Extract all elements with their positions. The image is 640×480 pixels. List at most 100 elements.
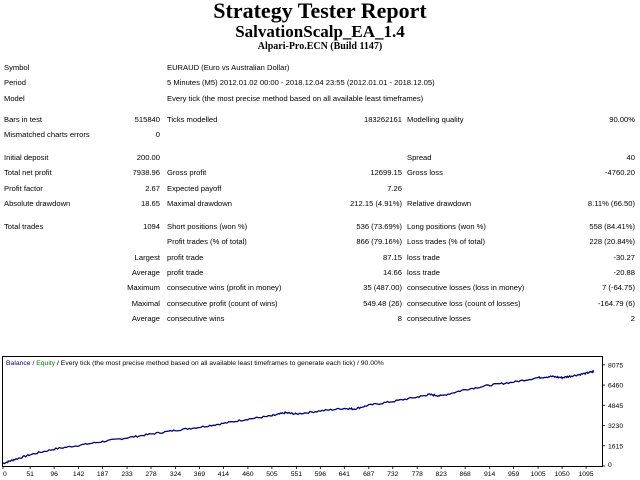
mxl-cl-value: -164.79 (6)	[597, 299, 635, 308]
max-cw-value: 35 (487.00)	[363, 283, 402, 292]
avg-cl-label: consecutive losses	[407, 314, 471, 323]
x-tick-label: 414	[218, 471, 230, 478]
x-tick-label: 505	[266, 471, 278, 478]
x-tick-label: 823	[436, 471, 448, 478]
reldd-value: 8.11% (66.50)	[587, 199, 635, 208]
largest-label: Largest	[134, 253, 160, 262]
symbol-label: Symbol	[4, 63, 30, 72]
chart-legend: Balance / Equity / Every tick (the most …	[6, 360, 384, 367]
x-tick-labels: 0 51 96 142 187 233 278 324 369 414 460 505 551 596 64…	[3, 471, 594, 478]
balance-series-line	[2, 370, 595, 465]
grossloss-label: Gross loss	[407, 168, 443, 177]
x-tick-label: 96	[50, 471, 58, 478]
legend-balance: Balance	[6, 360, 31, 367]
x-tick-label: 868	[459, 471, 471, 478]
spread-value: 40	[626, 153, 635, 162]
trades-value: 1094	[143, 222, 160, 231]
largest-lt-value: -30.27	[613, 253, 635, 262]
x-tick-label: 1095	[578, 471, 593, 478]
y-tick-labels: 8075 6460 4845 3230 1615 0	[608, 362, 623, 469]
mxl-cl-label: consecutive loss (count of losses)	[407, 299, 521, 308]
quality-value: 90.00%	[609, 115, 635, 124]
mismatch-value: 0	[155, 130, 160, 139]
payoff-label: Expected payoff	[167, 184, 222, 193]
payoff-value: 7.26	[387, 184, 402, 193]
largest-pt-value: 87.15	[382, 253, 402, 262]
deposit-label: Initial deposit	[4, 153, 49, 162]
mismatch-label: Mismatched charts errors	[4, 130, 90, 139]
x-tick-label: 687	[363, 471, 375, 478]
long-label: Long positions (won %)	[407, 222, 486, 231]
legend-equity: Equity	[36, 360, 55, 367]
y-tick-label: 3230	[608, 423, 623, 430]
maxdd-label: Maximal drawdown	[167, 199, 232, 208]
pf-value: 2.67	[145, 184, 160, 193]
absdd-label: Absolute drawdown	[4, 199, 71, 208]
max-cl-value: 7 (-64.75)	[602, 283, 635, 292]
x-tick-label: 596	[315, 471, 327, 478]
netprofit-value: 7938.96	[132, 168, 160, 177]
average-pt-label: profit trade	[167, 268, 204, 277]
avg-cw-label: consecutive wins	[167, 314, 225, 323]
quality-label: Modelling quality	[407, 115, 464, 124]
x-tick-label: 1050	[555, 471, 570, 478]
y-tick-label: 6460	[608, 383, 623, 390]
maximum-label: Maximum	[127, 283, 160, 292]
plot-frame	[2, 356, 603, 467]
server-build: Alpari-Pro.ECN (Build 1147)	[257, 41, 383, 52]
average-lt-label: loss trade	[407, 268, 440, 277]
ptrades-label: Profit trades (% of total)	[167, 237, 247, 246]
deposit-value: 200.00	[136, 153, 160, 162]
absdd-value: 18.65	[140, 199, 160, 208]
legend-description: / Every tick (the most precise method ba…	[55, 360, 384, 367]
x-tick-label: 51	[26, 471, 34, 478]
x-tick-label: 1005	[531, 471, 546, 478]
y-tick-label: 4845	[608, 403, 623, 410]
maxdd-value: 212.15 (4.91%)	[350, 199, 402, 208]
ltrades-value: 228 (20.84%)	[589, 237, 635, 246]
grossprofit-value: 12699.15	[370, 168, 402, 177]
report-title: Strategy Tester Report	[213, 0, 427, 23]
max-cl-label: consecutive losses (loss in money)	[407, 283, 525, 292]
period-value: 5 Minutes (M5) 2012.01.02 00:00 - 2018.1…	[167, 78, 435, 87]
x-tick-label: 233	[121, 471, 133, 478]
grossprofit-label: Gross profit	[167, 168, 207, 177]
ptrades-value: 866 (79.16%)	[356, 237, 402, 246]
x-tick-label: 551	[291, 471, 303, 478]
balance-chart: 0 51 96 142 187 233 278 324 369 414 460 505 551 596 64…	[2, 356, 638, 480]
x-tick-label: 187	[97, 471, 109, 478]
max-cw-label: consecutive wins (profit in money)	[167, 283, 282, 292]
x-tick-label: 324	[170, 471, 182, 478]
ticks-value: 183262161	[363, 115, 402, 124]
x-tick-label: 914	[484, 471, 496, 478]
x-tick-label: 959	[508, 471, 520, 478]
grossloss-value: -4760.20	[605, 168, 635, 177]
bars-value: 515840	[134, 115, 160, 124]
x-tick-label: 278	[145, 471, 157, 478]
short-value: 536 (73.69%)	[356, 222, 402, 231]
average-pt-value: 14.66	[382, 268, 402, 277]
ltrades-label: Loss trades (% of total)	[407, 237, 486, 246]
period-label: Period	[4, 78, 26, 87]
model-label: Model	[4, 94, 25, 103]
x-tick-label: 460	[242, 471, 254, 478]
y-tick-label: 8075	[608, 362, 623, 369]
y-tick-label: 0	[608, 462, 612, 469]
model-value: Every tick (the most precise method base…	[167, 94, 424, 103]
x-tick-label: 732	[387, 471, 399, 478]
ticks-label: Ticks modelled	[167, 115, 218, 124]
long-value: 558 (84.41%)	[589, 222, 635, 231]
x-tick-label: 369	[194, 471, 206, 478]
mxl-cp-value: 549.48 (26)	[363, 299, 402, 308]
average-lt-value: -20.88	[613, 268, 635, 277]
trades-label: Total trades	[4, 222, 44, 231]
symbol-value: EURAUD (Euro vs Australian Dollar)	[167, 63, 290, 72]
chart-grid	[2, 364, 605, 469]
netprofit-label: Total net profit	[4, 168, 52, 177]
avg2-label: Average	[131, 314, 160, 323]
expert-name: SalvationScalp_EA_1.4	[235, 22, 405, 41]
largest-pt-label: profit trade	[167, 253, 204, 262]
reldd-label: Relative drawdown	[407, 199, 472, 208]
avg-cl-value: 2	[630, 314, 635, 323]
legend-sep: /	[31, 360, 37, 367]
